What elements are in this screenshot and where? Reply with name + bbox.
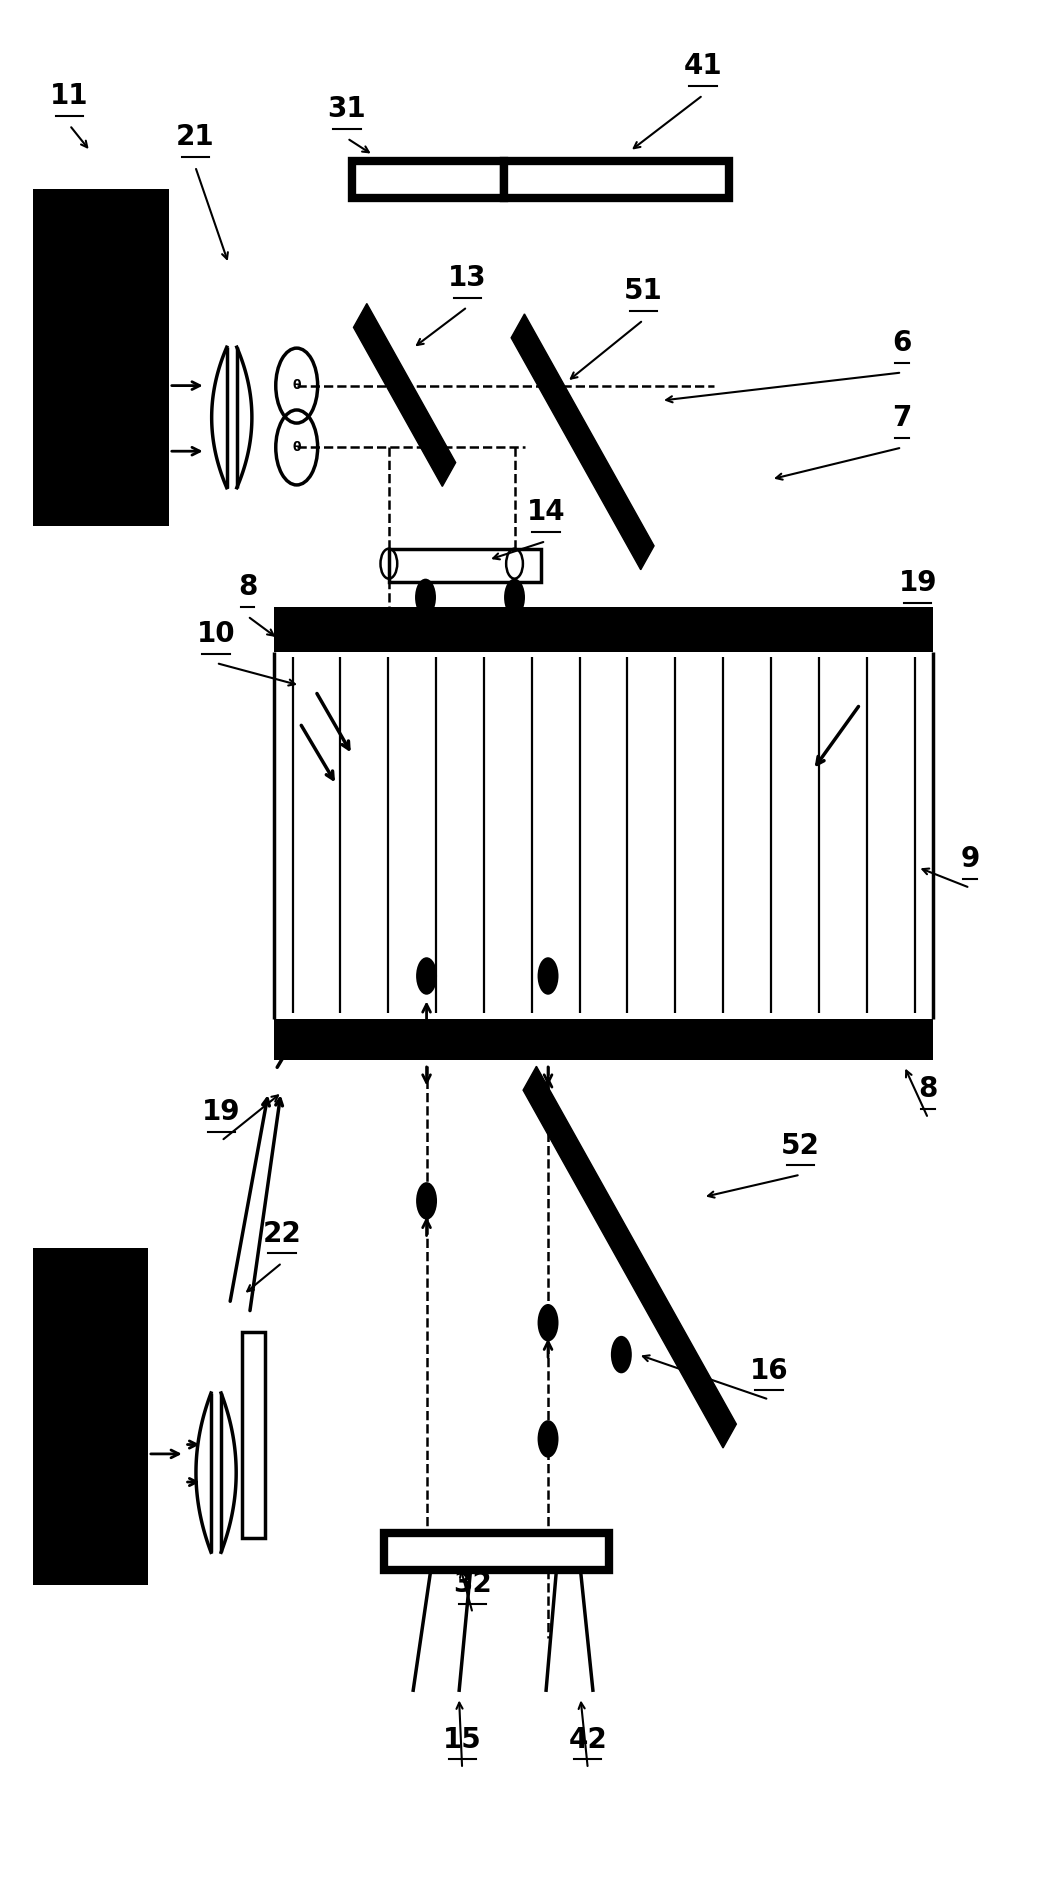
Circle shape xyxy=(538,957,559,995)
Circle shape xyxy=(416,957,437,995)
Circle shape xyxy=(416,1183,437,1220)
Bar xyxy=(383,1534,609,1571)
Polygon shape xyxy=(354,304,456,486)
Text: 9: 9 xyxy=(961,845,980,873)
Text: 6: 6 xyxy=(892,330,911,357)
Bar xyxy=(274,606,933,651)
Circle shape xyxy=(538,1305,559,1342)
Text: 8: 8 xyxy=(237,572,257,601)
Circle shape xyxy=(415,578,436,616)
Text: θ: θ xyxy=(293,441,301,454)
Text: 32: 32 xyxy=(454,1571,492,1597)
Text: 14: 14 xyxy=(527,497,565,526)
Text: 31: 31 xyxy=(328,96,366,124)
Text: 21: 21 xyxy=(175,124,214,152)
Bar xyxy=(274,1019,933,1061)
Bar xyxy=(33,190,169,526)
Text: 41: 41 xyxy=(684,53,722,81)
Bar xyxy=(33,1248,148,1584)
Text: 22: 22 xyxy=(262,1220,301,1248)
Polygon shape xyxy=(511,313,654,571)
Text: 13: 13 xyxy=(448,265,487,293)
Bar xyxy=(504,161,729,199)
Bar xyxy=(388,548,541,582)
Text: 12: 12 xyxy=(50,1440,89,1468)
Circle shape xyxy=(504,578,525,616)
Text: 11: 11 xyxy=(50,83,88,111)
Text: 19: 19 xyxy=(202,1098,240,1126)
Bar xyxy=(352,161,504,199)
Text: 42: 42 xyxy=(568,1725,607,1753)
Text: 8: 8 xyxy=(919,1076,938,1104)
Text: 52: 52 xyxy=(781,1132,820,1160)
Bar xyxy=(243,1333,266,1539)
Text: 15: 15 xyxy=(443,1725,482,1753)
Text: 10: 10 xyxy=(196,619,235,648)
Circle shape xyxy=(611,1336,632,1374)
Text: θ: θ xyxy=(293,379,301,392)
Polygon shape xyxy=(523,1066,736,1447)
Text: 16: 16 xyxy=(750,1357,789,1385)
Text: 51: 51 xyxy=(624,278,663,306)
Circle shape xyxy=(538,1421,559,1458)
Text: 7: 7 xyxy=(892,404,911,432)
Text: 19: 19 xyxy=(899,569,937,597)
